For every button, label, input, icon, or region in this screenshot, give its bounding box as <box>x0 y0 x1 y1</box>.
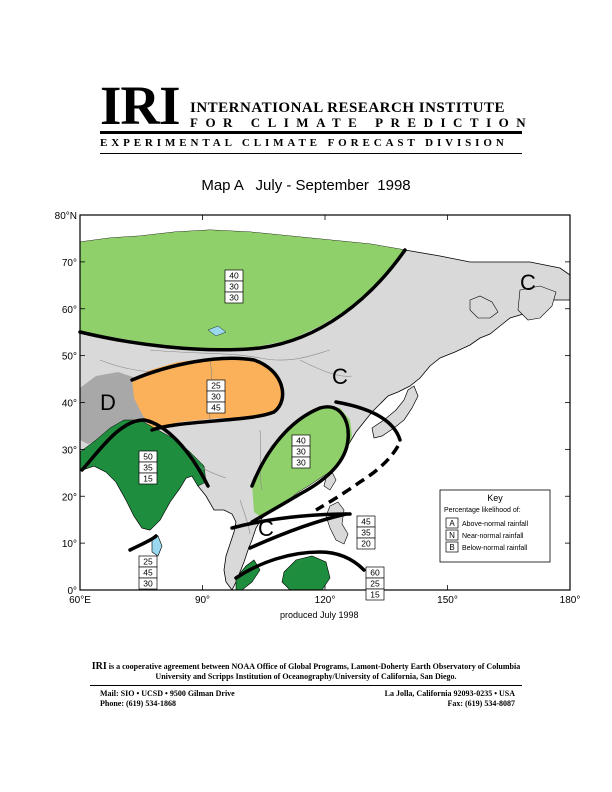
prob-value: 25 <box>143 557 153 567</box>
legend-key: Key Percentage likelihood of: A Above-nor… <box>439 489 551 563</box>
legend-letter-box <box>445 541 459 553</box>
prob-cell <box>224 291 244 304</box>
prob-value: 30 <box>296 458 306 468</box>
map-title: Map A July - September 1998 <box>201 177 411 194</box>
header-rule <box>100 131 522 134</box>
lon-label: 90° <box>195 595 210 606</box>
prob-value: 20 <box>361 539 371 549</box>
prob-value: 30 <box>143 579 153 589</box>
longitude-labels: 60°E 90° 120° 150° 180° <box>69 595 580 606</box>
prob-cell <box>365 588 385 601</box>
prob-cell <box>206 401 226 414</box>
land-borneo-above <box>281 555 331 591</box>
lon-label: 180° <box>560 595 581 606</box>
legend-label: Near-normal rainfall <box>462 533 524 540</box>
institute-name-line2: FOR CLIMATE PREDICTION <box>190 115 534 130</box>
legend-label: Above-normal rainfall <box>462 521 529 528</box>
region-letter-east: C <box>520 270 536 295</box>
footer-contact-left: Mail: SIO • UCSD • 9500 Gilman Drive Pho… <box>100 689 235 709</box>
legend-title: Key <box>487 493 503 503</box>
prob-value: 30 <box>211 392 221 402</box>
prob-value: 40 <box>229 271 239 281</box>
lat-label: 80°N <box>55 211 77 222</box>
latitude-labels: 80°N 70° 60° 50° 40° 30° 20° 10° 0° <box>55 211 77 597</box>
footer-iri: IRI <box>91 661 107 672</box>
division-name: EXPERIMENTAL CLIMATE FORECAST DIVISION <box>100 137 508 149</box>
institute-name-line1: INTERNATIONAL RESEARCH INSTITUTE <box>190 100 505 116</box>
lat-label: 50° <box>62 352 77 363</box>
prob-value: 45 <box>211 403 221 413</box>
prob-value: 30 <box>296 447 306 457</box>
prob-value: 35 <box>143 463 153 473</box>
lat-label: 70° <box>62 258 77 269</box>
lat-label: 30° <box>62 445 77 456</box>
prob-value: 60 <box>370 568 380 578</box>
lon-label: 120° <box>315 595 336 606</box>
prob-value: 45 <box>143 568 153 578</box>
footer-note-text: is a cooperative agreement between NOAA … <box>106 662 521 681</box>
forecast-boundaries <box>78 248 407 580</box>
prob-value: 50 <box>143 452 153 462</box>
land-japan <box>371 385 419 439</box>
prob-cell <box>291 456 311 469</box>
lat-label: 40° <box>62 399 77 410</box>
lat-label: 60° <box>62 305 77 316</box>
legend-letter: B <box>449 543 454 552</box>
prob-value: 15 <box>370 590 380 600</box>
lon-label: 60°E <box>69 595 91 606</box>
prob-cell <box>356 537 376 550</box>
lat-label: 20° <box>62 492 77 503</box>
prob-value: 25 <box>211 381 221 391</box>
forecast-map: 80°N 70° 60° 50° 40° 30° 20° 10° 0° 60°E 90° 120° 1… <box>55 211 581 606</box>
lon-label: 150° <box>437 595 458 606</box>
region-letter-se-asia: C <box>258 516 274 541</box>
lake-balkhash <box>207 325 227 337</box>
prob-value: 40 <box>296 436 306 446</box>
uncertain-boundary <box>315 445 400 512</box>
phone-number: Phone: (619) 534-1868 <box>100 699 176 708</box>
produced-date: produced July 1998 <box>280 610 359 620</box>
prob-value: 45 <box>361 517 371 527</box>
cooperative-note: IRI is a cooperative agreement between N… <box>90 662 522 682</box>
legend-letter-box <box>445 517 459 529</box>
prob-cell <box>138 577 158 590</box>
legend-letter-box <box>445 529 459 541</box>
region-letter-china: C <box>332 364 348 389</box>
city-address: La Jolla, California 92093-0235 • USA <box>384 689 515 698</box>
prob-value: 30 <box>229 293 239 303</box>
prob-cell <box>138 472 158 485</box>
fax-number: Fax: (619) 534-8087 <box>447 699 515 708</box>
iri-logo: IRI <box>100 75 181 136</box>
mail-address: Mail: SIO • UCSD • 9500 Gilman Drive <box>100 689 235 698</box>
legend-subtitle: Percentage likelihood of: <box>444 507 521 514</box>
region-letter-west: D <box>100 390 116 415</box>
region-d <box>80 372 150 444</box>
footer-rule <box>90 685 522 686</box>
prob-value: 25 <box>370 579 380 589</box>
footer-contact-right: La Jolla, California 92093-0235 • USA Fa… <box>385 689 515 709</box>
land-kamchatka <box>517 285 557 321</box>
prob-value: 15 <box>143 474 153 484</box>
lat-label: 10° <box>62 539 77 550</box>
prob-value: 35 <box>361 528 371 538</box>
legend-letter: N <box>449 531 455 540</box>
header-rule-thin <box>100 153 522 154</box>
legend-label: Below-normal rainfall <box>462 545 528 552</box>
land-sakhalin <box>469 295 499 319</box>
prob-value: 30 <box>229 282 239 292</box>
legend-letter: A <box>449 519 455 528</box>
lat-label: 0° <box>67 586 77 597</box>
axis-ticks <box>79 214 571 591</box>
